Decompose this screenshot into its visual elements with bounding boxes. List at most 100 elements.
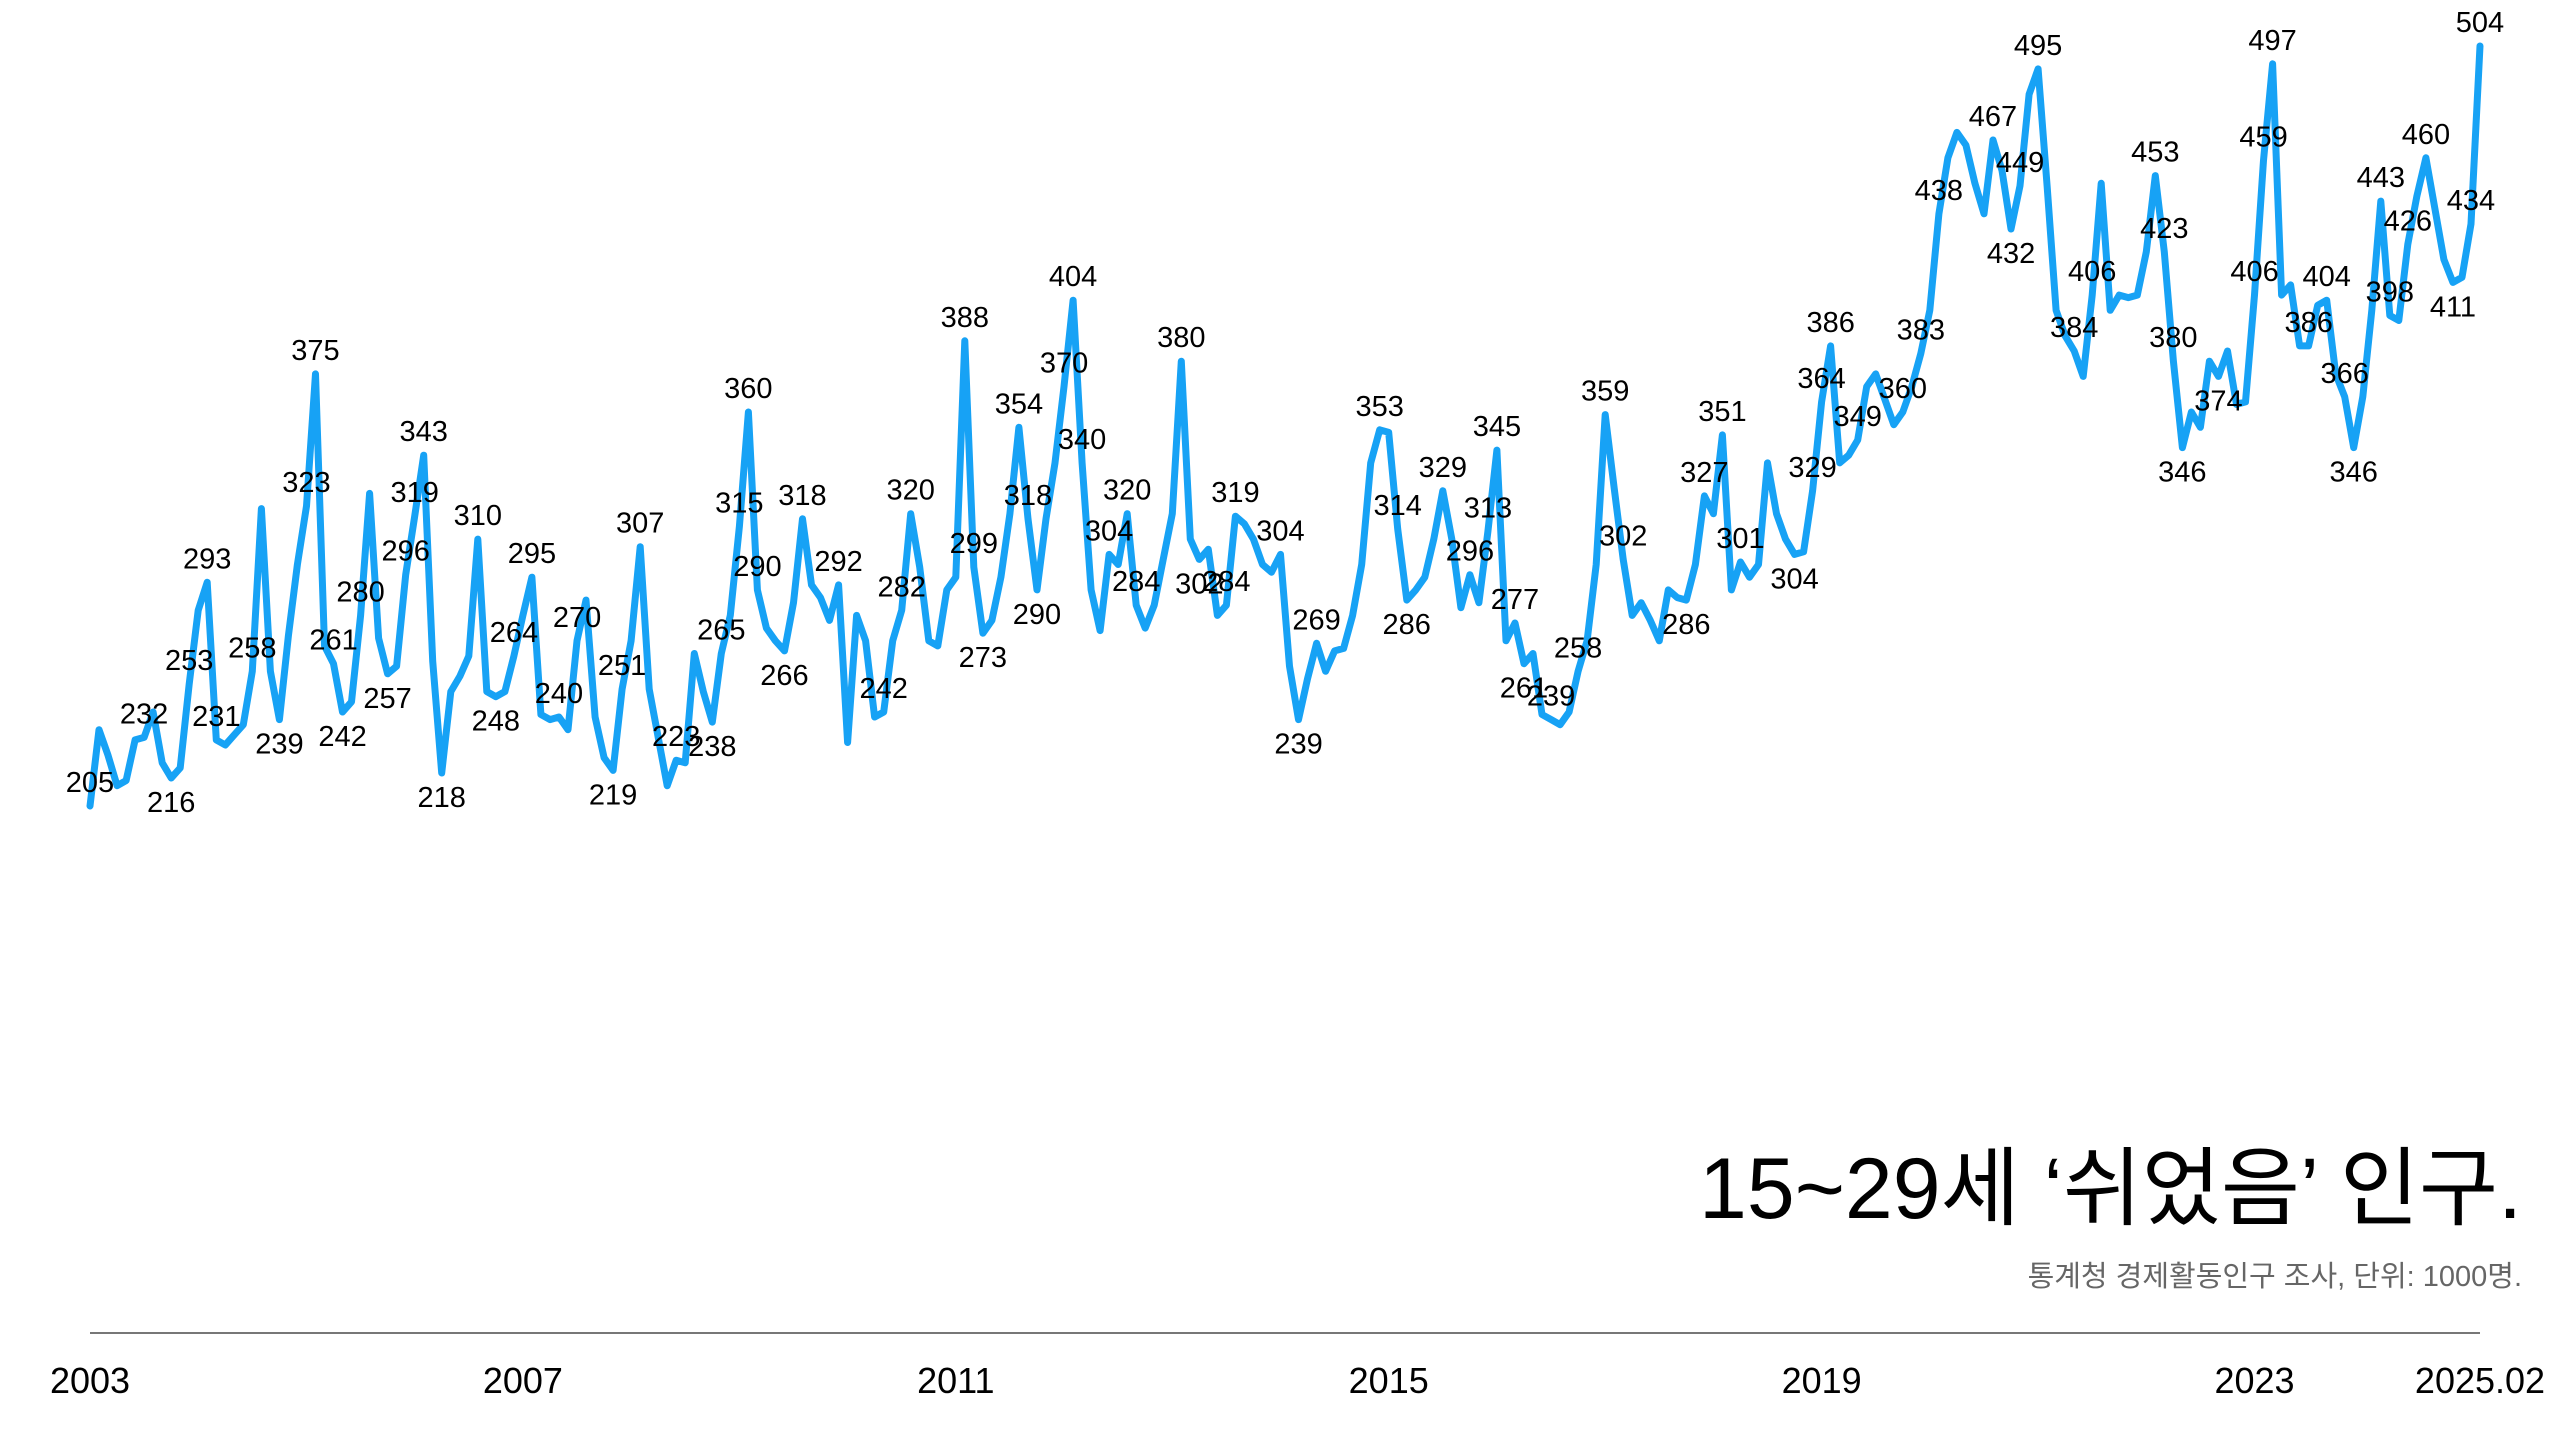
- value-label: 239: [1274, 729, 1322, 761]
- value-label: 270: [553, 602, 601, 634]
- value-label: 327: [1680, 457, 1728, 489]
- value-label: 426: [2384, 205, 2432, 237]
- value-label: 258: [1554, 632, 1602, 664]
- value-label: 295: [508, 538, 556, 570]
- value-label: 292: [814, 546, 862, 578]
- value-label: 269: [1292, 604, 1340, 636]
- value-label: 374: [2194, 385, 2242, 417]
- value-label: 223: [652, 721, 700, 753]
- value-label: 497: [2248, 25, 2296, 57]
- chart-subtitle: 통계청 경제활동인구 조사, 단위: 1000명.: [2028, 1260, 2522, 1293]
- value-label: 353: [1356, 391, 1404, 423]
- value-label: 304: [1770, 563, 1818, 595]
- value-label: 359: [1581, 376, 1629, 408]
- value-label: 239: [255, 729, 303, 761]
- value-label: 388: [941, 302, 989, 334]
- value-label: 459: [2239, 121, 2287, 153]
- value-label: 434: [2447, 185, 2495, 217]
- value-label: 296: [1446, 536, 1494, 568]
- value-label: 310: [454, 500, 502, 532]
- x-tick-label: 2003: [50, 1360, 130, 1401]
- value-label: 258: [228, 632, 276, 664]
- value-label: 460: [2402, 119, 2450, 151]
- value-label: 232: [120, 698, 168, 730]
- value-label: 261: [1500, 673, 1548, 705]
- value-label: 240: [535, 678, 583, 710]
- value-label: 343: [400, 416, 448, 448]
- value-label: 340: [1058, 424, 1106, 456]
- value-label: 406: [2068, 256, 2116, 288]
- value-label: 449: [1996, 147, 2044, 179]
- value-label: 438: [1915, 175, 1963, 207]
- x-tick-label: 2007: [483, 1360, 563, 1401]
- value-label: 286: [1662, 609, 1710, 641]
- x-tick-label: 2011: [917, 1360, 994, 1401]
- value-label: 443: [2357, 162, 2405, 194]
- value-label: 366: [2321, 358, 2369, 390]
- value-label: 453: [2131, 137, 2179, 169]
- value-label: 273: [959, 642, 1007, 674]
- value-label: 319: [390, 477, 438, 509]
- value-label: 467: [1969, 101, 2017, 133]
- value-label: 360: [724, 373, 772, 405]
- value-label: 423: [2140, 213, 2188, 245]
- value-label: 406: [2230, 256, 2278, 288]
- x-tick-label: 2019: [1782, 1360, 1862, 1401]
- value-label: 219: [589, 779, 637, 811]
- value-label: 315: [715, 487, 763, 519]
- value-label: 301: [1716, 523, 1764, 555]
- value-label: 280: [336, 576, 384, 608]
- value-label: 360: [1879, 373, 1927, 405]
- value-label: 284: [1202, 566, 1250, 598]
- value-label: 261: [309, 625, 357, 657]
- value-label: 351: [1698, 396, 1746, 428]
- x-tick-label: 2025.02: [2415, 1360, 2545, 1401]
- value-label: 320: [1103, 475, 1151, 507]
- value-label: 329: [1788, 452, 1836, 484]
- value-label: 251: [598, 650, 646, 682]
- value-label: 318: [1004, 480, 1052, 512]
- chart-title: 15~29세 ‘쉬었음’ 인구.: [1699, 1141, 2522, 1237]
- value-label: 277: [1491, 584, 1539, 616]
- value-label: 302: [1175, 568, 1223, 600]
- value-label: 265: [697, 614, 745, 646]
- value-label: 504: [2456, 7, 2504, 39]
- value-label: 205: [66, 767, 114, 799]
- value-label: 384: [2050, 312, 2098, 344]
- value-label: 364: [1797, 363, 1845, 395]
- value-label: 404: [2302, 261, 2350, 293]
- value-label: 307: [616, 508, 664, 540]
- value-label: 432: [1987, 238, 2035, 270]
- value-label: 320: [887, 475, 935, 507]
- value-label: 314: [1374, 490, 1422, 522]
- value-label: 323: [282, 467, 330, 499]
- value-label: 386: [2284, 307, 2332, 339]
- value-label: 319: [1211, 477, 1259, 509]
- value-label: 329: [1419, 452, 1467, 484]
- value-label: 386: [1806, 307, 1854, 339]
- value-label: 286: [1383, 609, 1431, 641]
- x-tick-label: 2023: [2214, 1360, 2294, 1401]
- value-label: 284: [1112, 566, 1160, 598]
- value-label: 293: [183, 543, 231, 575]
- value-label: 248: [472, 706, 520, 738]
- value-label: 383: [1897, 315, 1945, 347]
- value-label: 346: [2330, 457, 2378, 489]
- value-label: 495: [2014, 30, 2062, 62]
- value-label: 266: [760, 660, 808, 692]
- value-label: 216: [147, 787, 195, 819]
- value-label: 299: [950, 528, 998, 560]
- value-label: 380: [1157, 322, 1205, 354]
- value-label: 313: [1464, 492, 1512, 524]
- value-label: 354: [995, 388, 1043, 420]
- value-label: 282: [878, 571, 926, 603]
- value-label: 375: [291, 335, 339, 367]
- value-label: 345: [1473, 411, 1521, 443]
- value-label: 238: [688, 731, 736, 763]
- value-label: 290: [1013, 599, 1061, 631]
- value-label: 304: [1256, 515, 1304, 547]
- value-label: 242: [859, 673, 907, 705]
- value-label: 302: [1599, 520, 1647, 552]
- value-label: 398: [2366, 276, 2414, 308]
- value-label: 370: [1040, 348, 1088, 380]
